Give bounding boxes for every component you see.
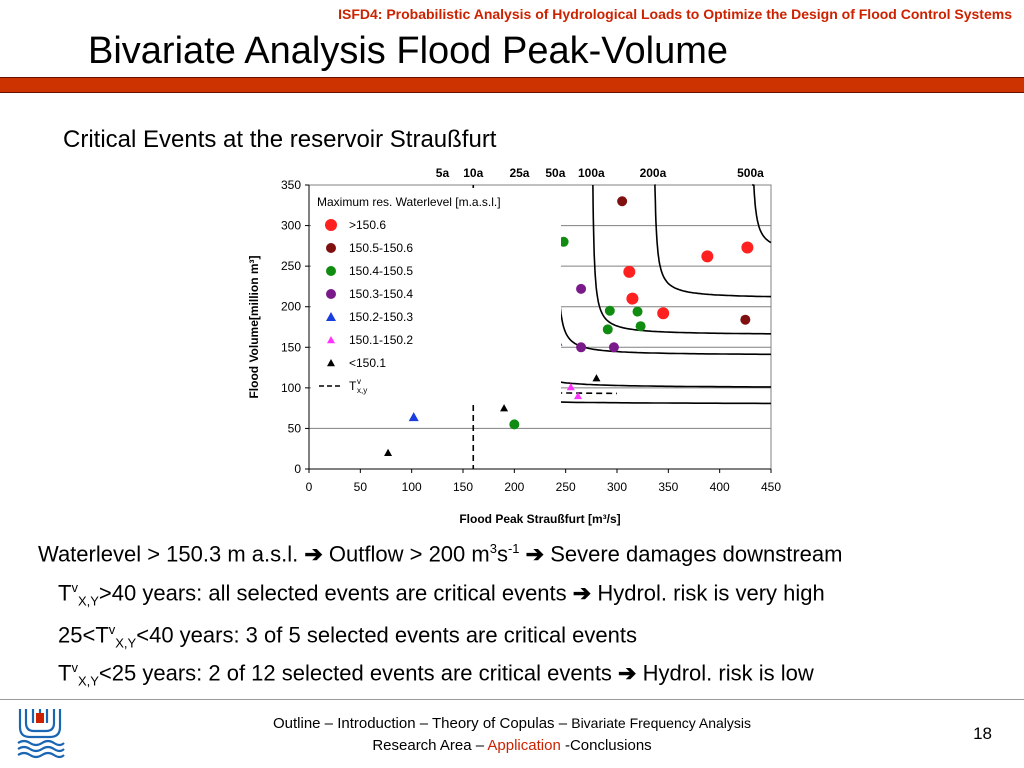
legend-label: 150.3-150.4 [349, 287, 413, 301]
data-point [558, 236, 569, 247]
return-period-label: 10a [463, 166, 483, 180]
arrow-icon: ➔ [618, 660, 637, 686]
y-tick-label: 350 [281, 178, 301, 192]
legend-marker [327, 336, 335, 344]
return-period-curve [592, 185, 771, 335]
data-point [626, 292, 639, 305]
data-point [657, 307, 670, 320]
data-point [701, 250, 714, 263]
legend-marker [326, 243, 336, 253]
conference-title: ISFD4: Probabilistic Analysis of Hydrolo… [338, 6, 1012, 22]
data-point [741, 241, 754, 254]
return-period-curve [556, 203, 771, 356]
scatter-chart: 0 50 100 150 200 250 300 350 0 50 100 150 200 250 300 3… [247, 166, 781, 526]
legend-label: >150.6 [349, 218, 386, 232]
page-number: 18 [973, 724, 992, 743]
return-period-label: 500a [737, 166, 764, 180]
statement-3: 25<TvX,Y<40 years: 3 of 5 selected event… [58, 622, 638, 651]
arrow-icon: ➔ [572, 580, 592, 606]
data-point [384, 448, 393, 456]
statement-4: TvX,Y<25 years: 2 of 12 selected events … [58, 660, 814, 689]
return-period-label: 50a [545, 166, 565, 180]
data-point [500, 404, 509, 412]
legend-sub: x,y [357, 386, 367, 395]
data-point [635, 321, 646, 332]
x-tick-label: 0 [306, 480, 313, 494]
footer-outline-2: Research Area – Application -Conclusions [372, 737, 652, 754]
legend-marker [326, 266, 336, 276]
data-point [573, 391, 582, 400]
statement-2: TvX,Y>40 years: all selected events are … [58, 580, 825, 609]
y-tick-label: 150 [281, 340, 301, 354]
legend-marker [326, 289, 336, 299]
x-axis-label: Flood Peak Straußfurt [m³/s] [459, 512, 620, 526]
legend-box [311, 188, 561, 404]
x-tick-label: 50 [354, 480, 368, 494]
data-point [602, 324, 613, 335]
axes: 0 50 100 150 200 250 300 350 0 50 100 150 200 250 300 3… [247, 178, 781, 526]
legend-sup: v [357, 377, 361, 386]
x-tick-label: 400 [710, 480, 730, 494]
data-point [509, 419, 520, 430]
data-point [617, 196, 628, 207]
return-period-label: 200a [640, 166, 667, 180]
university-logo-icon [17, 709, 65, 759]
x-tick-label: 250 [556, 480, 576, 494]
legend-label: 150.5-150.6 [349, 241, 413, 255]
legend-label: <150.1 [349, 356, 386, 370]
x-tick-label: 350 [658, 480, 678, 494]
x-tick-label: 450 [761, 480, 781, 494]
return-period-label: 100a [578, 166, 605, 180]
return-period-label: 5a [436, 166, 450, 180]
y-tick-label: 100 [281, 381, 301, 395]
legend-label: 150.2-150.3 [349, 310, 413, 324]
data-point [740, 314, 751, 325]
data-point [408, 412, 419, 422]
data-point [604, 305, 615, 316]
arrow-icon: ➔ [525, 541, 545, 567]
legend-marker [327, 359, 335, 367]
data-point [632, 306, 643, 317]
data-point [576, 283, 587, 294]
y-tick-label: 300 [281, 219, 301, 233]
return-period-labels: 5a 10a 25a 50a 100a 200a 500a [436, 166, 764, 180]
legend-label: 150.1-150.2 [349, 333, 413, 347]
y-tick-label: 50 [288, 421, 302, 435]
footer-divider [0, 699, 1024, 700]
data-point [608, 342, 619, 353]
data-point [623, 265, 636, 278]
y-tick-label: 200 [281, 300, 301, 314]
footer-outline: Outline – Introduction – Theory of Copul… [272, 715, 751, 732]
y-tick-label: 250 [281, 259, 301, 273]
title-bar [0, 77, 1024, 93]
x-tick-label: 200 [504, 480, 524, 494]
return-period-curve [654, 184, 771, 298]
x-tick-label: 300 [607, 480, 627, 494]
y-tick-label: 0 [294, 462, 301, 476]
legend-title: Maximum res. Waterlevel [m.a.s.l.] [317, 195, 501, 209]
data-point [576, 342, 587, 353]
return-period-label: 25a [509, 166, 529, 180]
slide-title: Bivariate Analysis Flood Peak-Volume [88, 30, 728, 72]
x-tick-label: 150 [453, 480, 473, 494]
data-point [592, 374, 601, 382]
y-axis-label: Flood Volume[million m³] [247, 255, 261, 398]
legend-label: 150.4-150.5 [349, 264, 413, 278]
statement-1: Waterlevel > 150.3 m a.s.l. ➔ Outflow > … [38, 541, 843, 567]
legend: Maximum res. Waterlevel [m.a.s.l.] >150.6… [311, 188, 561, 404]
legend-return-period-label: T [349, 379, 357, 393]
return-period-curve [752, 184, 772, 244]
chart-subtitle: Critical Events at the reservoir Straußf… [63, 126, 497, 153]
arrow-icon: ➔ [304, 541, 323, 567]
data-point [566, 383, 575, 391]
legend-marker [325, 219, 337, 231]
legend-marker [326, 312, 336, 321]
x-tick-label: 100 [402, 480, 422, 494]
